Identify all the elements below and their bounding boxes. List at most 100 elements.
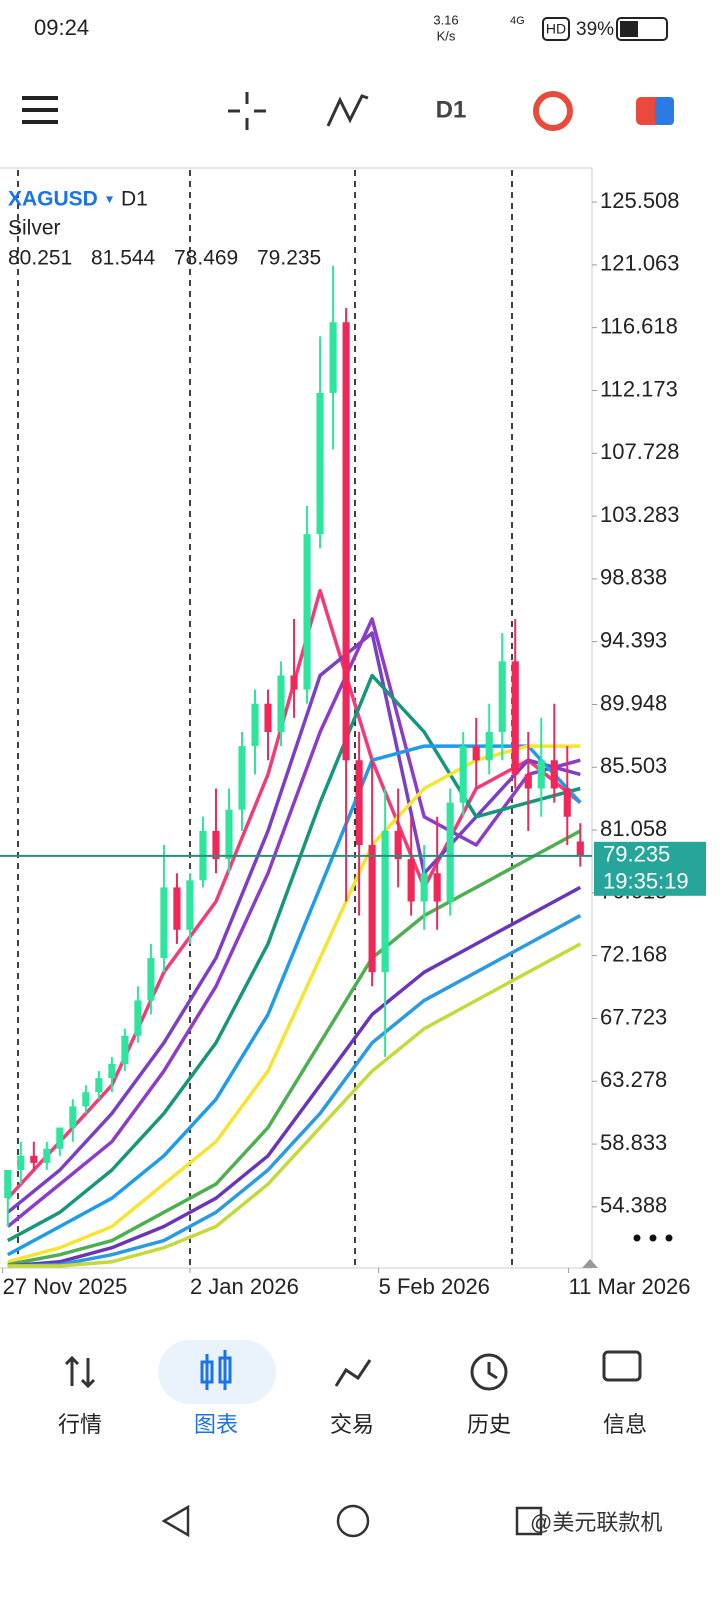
nav-recent[interactable] [515, 1506, 543, 1536]
candle-body [459, 746, 467, 803]
candle-body [251, 703, 259, 747]
clock-button[interactable] [533, 91, 573, 131]
more-dot[interactable] [633, 1234, 641, 1242]
x-tick-label: 27 Nov 2025 [3, 1274, 128, 1299]
nav-label[interactable]: 历史 [467, 1412, 511, 1437]
candle-body [173, 887, 181, 930]
candle-body [342, 322, 350, 761]
candle-body [108, 1063, 116, 1079]
y-tick-label: 94.393 [600, 627, 667, 652]
y-tick-label: 81.058 [600, 816, 667, 841]
battery: 39% [576, 19, 614, 40]
x-tick-label: 5 Feb 2026 [379, 1274, 490, 1299]
y-tick-label: 107.728 [600, 439, 680, 464]
status-time: 09:24 [34, 15, 89, 40]
nav-icon-quotes[interactable] [64, 1355, 96, 1389]
moving-average [6, 617, 581, 1228]
candle-body [43, 1148, 51, 1163]
nav-back[interactable] [161, 1504, 190, 1538]
candle-body [277, 675, 285, 732]
nav-label[interactable]: 图表 [194, 1412, 238, 1437]
net-speed: 3.16 [433, 12, 458, 27]
symbol[interactable]: XAGUSD [8, 188, 98, 211]
candle-body [381, 830, 389, 973]
y-tick-label: 98.838 [600, 565, 667, 590]
nav-icon-history[interactable] [470, 1353, 508, 1391]
candle-body [30, 1155, 38, 1163]
symbol-arrow: ▾ [106, 191, 113, 207]
candle-body [485, 731, 493, 761]
candle-body [95, 1078, 103, 1093]
candle-body [4, 1169, 12, 1199]
candle-body [576, 841, 584, 856]
instrument-name: Silver [8, 217, 61, 240]
candle-body [69, 1106, 77, 1128]
menu-button[interactable] [22, 96, 58, 124]
candle-body [303, 534, 311, 690]
candle-body [407, 859, 415, 902]
y-tick-label: 58.833 [600, 1130, 667, 1155]
candle-body [446, 802, 454, 902]
y-tick-label: 112.173 [600, 376, 678, 401]
moving-average [6, 744, 582, 1257]
y-tick-label: 54.388 [600, 1193, 667, 1218]
candle-body [498, 661, 506, 732]
candle-body [212, 830, 220, 860]
indicators-button[interactable] [326, 94, 369, 127]
candle-body [147, 958, 155, 1001]
candle-body [134, 1000, 142, 1036]
candle-body [121, 1035, 129, 1064]
y-tick-label: 125.508 [600, 188, 680, 213]
y-tick-label: 121.063 [600, 251, 680, 276]
candle-body [56, 1127, 64, 1149]
candle-body [82, 1092, 90, 1107]
ohlc-close: 79.235 [257, 247, 321, 270]
candle-body [433, 873, 441, 902]
scroll-marker [582, 1259, 598, 1268]
nav-icon-messages[interactable] [602, 1350, 642, 1382]
candle-body [264, 703, 272, 732]
y-tick-label: 63.278 [600, 1067, 667, 1092]
trade-button-part [655, 97, 674, 125]
moving-average [7, 914, 582, 1268]
hd: HD [546, 21, 566, 37]
x-tick-label: 2 Jan 2026 [190, 1274, 299, 1299]
nav-label[interactable]: 行情 [58, 1412, 102, 1437]
timeframe-button[interactable]: D1 [436, 96, 467, 123]
chart-timeframe: D1 [121, 188, 148, 211]
crosshair-button[interactable] [228, 92, 266, 130]
y-tick-label: 72.168 [600, 941, 667, 966]
net-unit: K/s [437, 28, 456, 43]
nav-icon-trade[interactable] [334, 1359, 372, 1387]
hd-box [542, 17, 570, 41]
y-tick-label: 116.618 [600, 313, 678, 338]
candle-body [225, 809, 233, 860]
nav-label[interactable]: 交易 [330, 1412, 374, 1437]
candle-body [238, 746, 246, 810]
candle-body [290, 675, 298, 690]
nav-home[interactable] [336, 1504, 370, 1538]
y-tick-label: 103.283 [600, 502, 680, 527]
candle-body [160, 887, 168, 959]
ohlc-high: 81.544 [91, 247, 156, 270]
nav-icon-chart[interactable] [200, 1350, 232, 1390]
candle-body [17, 1155, 25, 1170]
moving-average [6, 673, 581, 1243]
moving-average [7, 744, 581, 1264]
more-dot [649, 1234, 657, 1242]
candle-body [316, 392, 324, 535]
moving-average [7, 942, 582, 1268]
nav-label[interactable]: 信息 [603, 1412, 647, 1437]
battery-level [620, 21, 638, 37]
candle-body [355, 760, 363, 846]
candle-body [550, 760, 558, 789]
nav-icon-history-hands [487, 1362, 498, 1380]
y-tick-label: 67.723 [600, 1004, 667, 1029]
candle-body [524, 774, 532, 789]
signal: 4G [510, 15, 525, 27]
candle-body [537, 760, 545, 789]
price-label: 79.235 [603, 842, 670, 867]
period-separators [17, 170, 513, 1268]
moving-average [7, 885, 582, 1268]
